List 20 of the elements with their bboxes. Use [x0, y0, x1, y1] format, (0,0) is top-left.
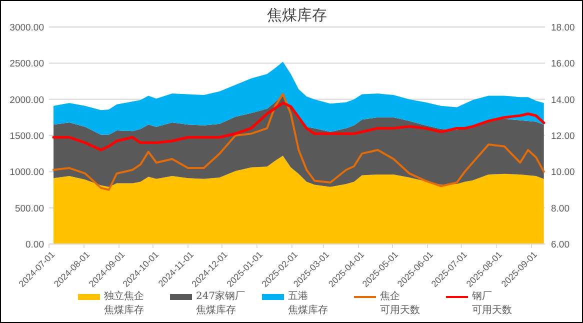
legend-label: 247家钢厂焦煤库存: [196, 290, 246, 318]
legend-label: 钢厂可用天数: [472, 290, 513, 318]
legend-label: 五港焦煤库存: [288, 290, 329, 318]
y-tick-label: 1000.00: [10, 167, 44, 178]
y2-tick-label: 12.00: [551, 131, 575, 142]
y-tick-label: 0.00: [26, 240, 44, 250]
y-tick-label: 2500.00: [10, 58, 44, 70]
y2-tick-label: 8.00: [551, 203, 570, 214]
y2-tick-label: 14.00: [551, 94, 575, 106]
y-tick-label: 1500.00: [10, 131, 44, 142]
y-tick-label: 2000.00: [10, 94, 44, 106]
y-tick-label: 500.00: [14, 203, 44, 214]
legend-label: 焦企可用天数: [380, 290, 421, 318]
y-tick-label: 3000.00: [10, 22, 44, 34]
y2-tick-label: 10.00: [551, 167, 575, 178]
y2-tick-label: 6.00: [551, 240, 570, 250]
chart-title: 焦煤库存: [267, 6, 327, 24]
y2-tick-label: 16.00: [551, 58, 575, 70]
y2-tick-label: 18.00: [551, 22, 575, 34]
legend-label: 独立焦企焦煤库存: [104, 290, 145, 318]
